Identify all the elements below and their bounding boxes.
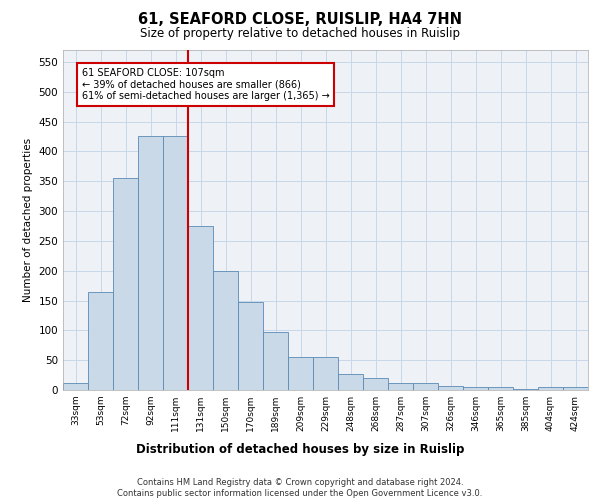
Bar <box>438 386 463 390</box>
Text: 61, SEAFORD CLOSE, RUISLIP, HA4 7HN: 61, SEAFORD CLOSE, RUISLIP, HA4 7HN <box>138 12 462 28</box>
Bar <box>338 374 363 390</box>
Bar <box>63 383 88 390</box>
Text: Size of property relative to detached houses in Ruislip: Size of property relative to detached ho… <box>140 28 460 40</box>
Bar <box>138 136 163 390</box>
Bar <box>238 302 263 390</box>
Bar <box>213 270 238 390</box>
Bar <box>463 387 488 390</box>
Text: Distribution of detached houses by size in Ruislip: Distribution of detached houses by size … <box>136 442 464 456</box>
Bar <box>88 292 113 390</box>
Text: 61 SEAFORD CLOSE: 107sqm
← 39% of detached houses are smaller (866)
61% of semi-: 61 SEAFORD CLOSE: 107sqm ← 39% of detach… <box>82 68 329 101</box>
Bar <box>163 136 188 390</box>
Bar <box>538 387 563 390</box>
Text: Contains HM Land Registry data © Crown copyright and database right 2024.
Contai: Contains HM Land Registry data © Crown c… <box>118 478 482 498</box>
Bar <box>263 332 288 390</box>
Bar <box>488 387 513 390</box>
Bar <box>313 357 338 390</box>
Bar <box>563 387 588 390</box>
Bar <box>188 226 213 390</box>
Y-axis label: Number of detached properties: Number of detached properties <box>23 138 33 302</box>
Bar <box>113 178 138 390</box>
Bar <box>388 383 413 390</box>
Bar <box>413 383 438 390</box>
Bar <box>288 357 313 390</box>
Bar <box>363 378 388 390</box>
